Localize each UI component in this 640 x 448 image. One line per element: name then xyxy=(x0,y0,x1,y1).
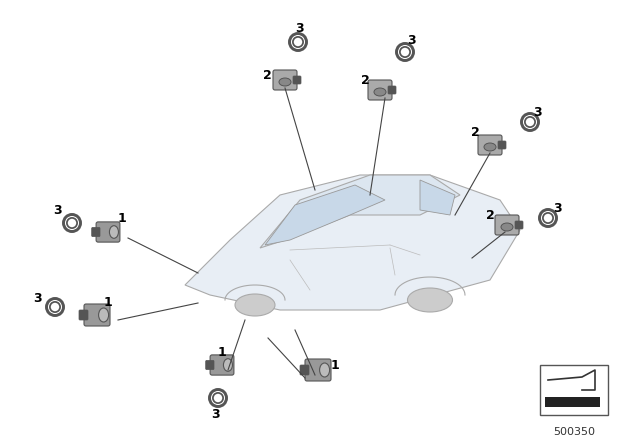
FancyBboxPatch shape xyxy=(305,359,331,381)
Ellipse shape xyxy=(543,213,553,223)
Text: 2: 2 xyxy=(262,69,271,82)
FancyBboxPatch shape xyxy=(273,70,297,90)
Bar xyxy=(545,397,600,407)
Text: 2: 2 xyxy=(360,73,369,86)
Ellipse shape xyxy=(67,218,77,228)
FancyBboxPatch shape xyxy=(515,221,523,229)
Text: 3: 3 xyxy=(534,105,542,119)
FancyBboxPatch shape xyxy=(293,76,301,84)
Text: 3: 3 xyxy=(296,22,304,34)
Ellipse shape xyxy=(525,117,535,127)
FancyBboxPatch shape xyxy=(92,228,100,237)
Polygon shape xyxy=(260,175,460,248)
Ellipse shape xyxy=(484,143,496,151)
Ellipse shape xyxy=(109,226,118,238)
FancyBboxPatch shape xyxy=(205,360,214,370)
Ellipse shape xyxy=(501,223,513,231)
FancyBboxPatch shape xyxy=(498,141,506,149)
Text: 3: 3 xyxy=(54,203,62,216)
Text: 1: 1 xyxy=(118,211,126,224)
Polygon shape xyxy=(265,185,385,245)
FancyBboxPatch shape xyxy=(540,365,608,415)
Ellipse shape xyxy=(400,47,410,57)
Ellipse shape xyxy=(374,88,386,96)
Text: 3: 3 xyxy=(554,202,563,215)
FancyBboxPatch shape xyxy=(96,222,120,242)
Text: 3: 3 xyxy=(408,34,416,47)
Polygon shape xyxy=(185,175,520,310)
Polygon shape xyxy=(420,180,455,215)
FancyBboxPatch shape xyxy=(478,135,502,155)
Ellipse shape xyxy=(50,302,60,312)
FancyBboxPatch shape xyxy=(368,80,392,100)
Text: 3: 3 xyxy=(211,408,220,421)
Ellipse shape xyxy=(99,308,109,322)
Ellipse shape xyxy=(279,78,291,86)
Text: 500350: 500350 xyxy=(553,427,595,437)
Ellipse shape xyxy=(319,363,330,377)
Ellipse shape xyxy=(235,294,275,316)
FancyBboxPatch shape xyxy=(300,365,309,375)
Ellipse shape xyxy=(293,37,303,47)
Ellipse shape xyxy=(223,359,232,371)
Ellipse shape xyxy=(408,288,452,312)
Text: 1: 1 xyxy=(104,296,113,309)
FancyBboxPatch shape xyxy=(388,86,396,94)
Text: 1: 1 xyxy=(331,358,339,371)
FancyBboxPatch shape xyxy=(84,304,110,326)
FancyBboxPatch shape xyxy=(210,355,234,375)
Text: 2: 2 xyxy=(486,208,494,221)
Text: 3: 3 xyxy=(34,292,42,305)
FancyBboxPatch shape xyxy=(495,215,519,235)
Text: 2: 2 xyxy=(470,125,479,138)
Ellipse shape xyxy=(213,393,223,403)
Text: 1: 1 xyxy=(218,345,227,358)
FancyBboxPatch shape xyxy=(79,310,88,320)
